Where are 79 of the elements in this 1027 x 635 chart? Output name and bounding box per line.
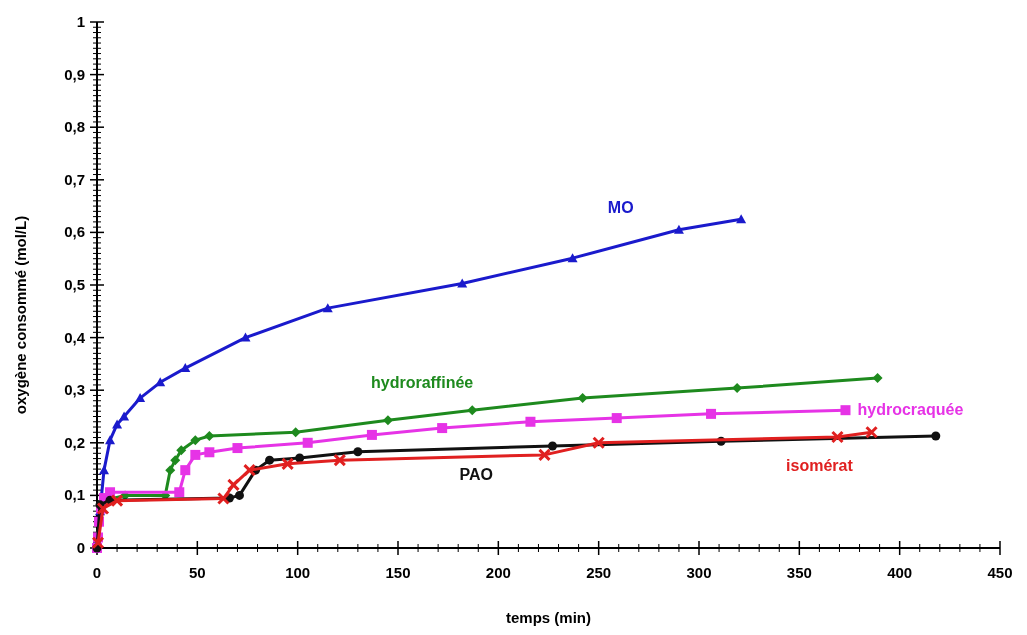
point — [190, 449, 201, 460]
point — [467, 405, 478, 416]
x-tick-label: 0 — [92, 564, 102, 581]
point — [240, 332, 251, 342]
y-tick-label: 1 — [76, 13, 85, 30]
point — [302, 437, 313, 448]
point — [577, 393, 588, 404]
y-tick-label: 0,6 — [64, 223, 85, 241]
point — [567, 253, 578, 263]
y-axis-title: oxygène consommé (mol/L) — [12, 215, 29, 415]
point — [333, 453, 347, 467]
series-label: hydrocraquée — [857, 401, 964, 419]
x-tick-label: 250 — [586, 564, 612, 581]
point — [382, 415, 393, 426]
point — [180, 465, 191, 476]
series-label: PAO — [459, 466, 493, 484]
point — [155, 377, 166, 387]
x-tick-label: 200 — [485, 564, 511, 581]
y-tick-label: 0 — [76, 539, 85, 556]
point — [281, 457, 295, 471]
point — [119, 411, 130, 421]
point — [592, 436, 606, 450]
point — [180, 363, 191, 373]
x-tick-label: 50 — [188, 564, 206, 581]
y-tick-label: 0,2 — [64, 433, 85, 451]
x-tick-label: 400 — [887, 564, 913, 581]
point — [174, 487, 185, 498]
point — [91, 536, 105, 550]
point — [216, 492, 230, 506]
x-tick-label: 100 — [285, 564, 311, 581]
point — [170, 455, 181, 466]
point — [232, 443, 243, 454]
point — [548, 441, 558, 451]
point — [830, 430, 844, 444]
point — [611, 413, 622, 424]
point — [840, 405, 851, 416]
y-tick-label: 0,7 — [64, 170, 85, 188]
x-tick-label: 350 — [786, 564, 812, 581]
point — [457, 278, 468, 288]
y-tick-label: 0,9 — [64, 65, 85, 83]
point — [322, 303, 333, 313]
point — [673, 224, 684, 234]
y-tick-label: 0,8 — [64, 118, 85, 136]
point — [190, 435, 201, 446]
point — [353, 447, 363, 457]
x-tick-label: 150 — [385, 564, 411, 581]
point — [105, 435, 116, 445]
point — [105, 487, 116, 498]
point — [525, 416, 536, 427]
point — [234, 490, 244, 500]
point — [112, 419, 123, 429]
point — [872, 373, 883, 384]
point — [99, 465, 110, 475]
point — [204, 447, 215, 458]
point — [176, 445, 187, 456]
point — [931, 431, 941, 441]
y-tick-label: 0,3 — [64, 381, 85, 399]
point — [165, 465, 176, 476]
point — [437, 423, 448, 434]
point — [265, 455, 275, 465]
point — [537, 448, 551, 462]
x-tick-label: 300 — [686, 564, 712, 581]
point — [366, 429, 377, 440]
point — [226, 478, 240, 492]
series-label: MO — [607, 199, 634, 217]
x-axis-title: temps (min) — [505, 609, 592, 626]
y-tick-label: 0,5 — [64, 276, 85, 293]
x-tick-label: 450 — [987, 564, 1013, 581]
point — [243, 463, 257, 477]
series-label: hydroraffinée — [370, 374, 474, 392]
point — [736, 214, 747, 224]
point — [204, 430, 215, 441]
point — [865, 425, 879, 439]
point — [706, 408, 717, 419]
point — [110, 494, 124, 508]
y-tick-label: 0,4 — [64, 328, 86, 346]
y-tick-label: 0,1 — [64, 486, 85, 504]
point — [135, 393, 146, 403]
series-label: isomérat — [786, 457, 854, 475]
